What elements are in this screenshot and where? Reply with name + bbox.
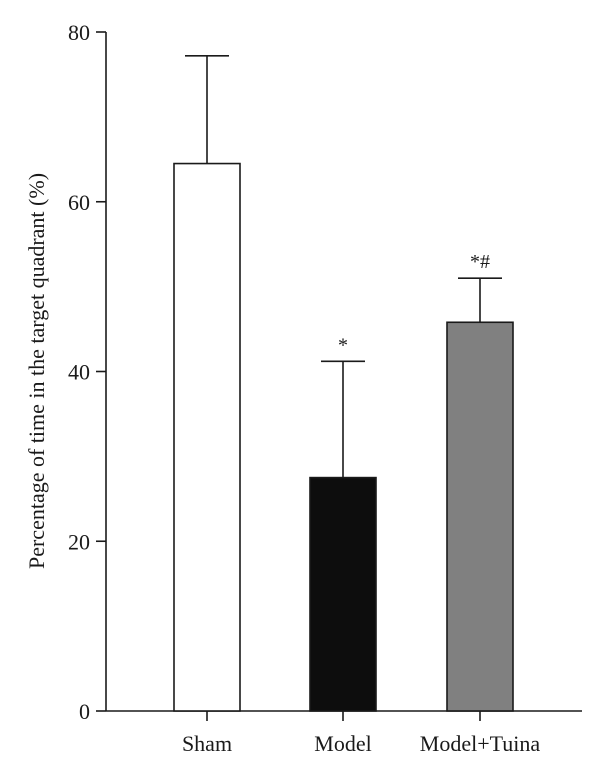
y-tick-label: 60	[68, 190, 90, 215]
y-tick-label: 80	[68, 20, 90, 45]
x-axis: Sham Model Model+Tuina	[106, 710, 582, 756]
y-tick-label: 20	[68, 529, 90, 554]
x-tick-label: Sham	[182, 731, 232, 756]
significance-mark: *#	[470, 251, 490, 273]
y-tick-label: 40	[68, 360, 90, 385]
significance-mark: *	[338, 334, 348, 356]
bar-model	[309, 476, 377, 712]
x-tick-label: Model+Tuina	[420, 731, 541, 756]
bar-sham	[173, 162, 241, 712]
y-axis: 0 20 40 60 80	[68, 20, 107, 724]
y-axis-label: Percentage of time in the target quadran…	[24, 173, 49, 569]
error-bars	[185, 54, 502, 478]
bar-model-tuina	[446, 321, 514, 712]
x-tick-label: Model	[314, 731, 371, 756]
y-tick-label: 0	[79, 699, 90, 724]
significance-annotations: * *#	[338, 251, 490, 356]
